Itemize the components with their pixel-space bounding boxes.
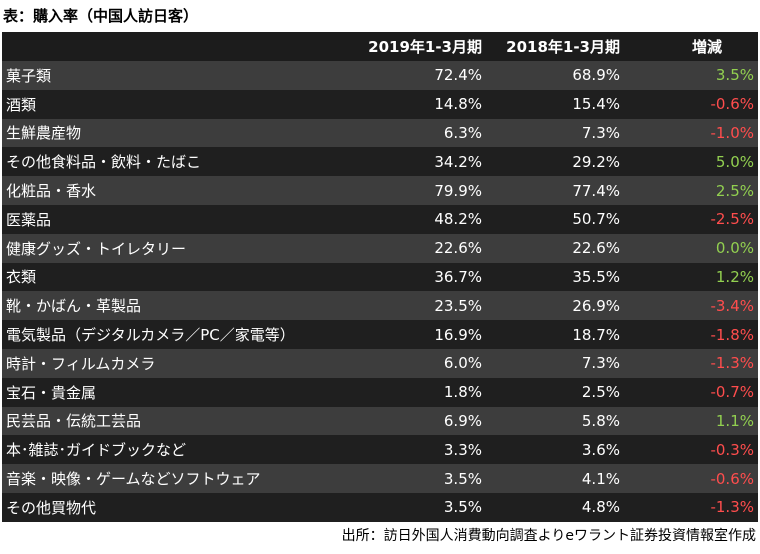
row-value-2018: 7.3% [581, 354, 620, 373]
row-value-2018: 4.1% [581, 469, 620, 488]
table-row: 生鮮農産物 6.3% 7.3% -1.0% [2, 118, 758, 148]
row-category: 酒類 [6, 95, 37, 114]
row-value-2019: 6.0% [443, 354, 482, 373]
table-row: 健康グッズ・トイレタリー 22.6% 22.6% 0.0% [2, 233, 758, 263]
row-diff: 1.1% [715, 411, 754, 430]
source-note: 出所：訪日外国人消費動向調査よりeワラント証券投資情報室作成 [341, 528, 756, 544]
row-diff: 2.5% [715, 181, 754, 200]
row-category: 宝石・貴金属 [6, 383, 97, 402]
row-diff: 1.2% [715, 267, 754, 286]
header-2018: 2018年1-3月期 [506, 38, 620, 56]
table-row: 音楽・映像・ゲームなどソフトウェア 3.5% 4.1% -0.6% [2, 464, 758, 493]
row-value-2019: 34.2% [434, 152, 482, 171]
row-value-2019: 6.9% [443, 411, 482, 430]
row-category: その他食料品・飲料・たばこ [6, 153, 202, 172]
row-value-2019: 16.9% [434, 325, 482, 344]
table-row: 酒類 14.8% 15.4% -0.6% [2, 89, 758, 119]
table-row: 本･雑誌･ガイドブックなど 3.3% 3.6% -0.3% [2, 435, 758, 465]
table-row: 化粧品・香水 79.9% 77.4% 2.5% [2, 176, 758, 205]
row-value-2018: 2.5% [581, 383, 620, 402]
table-header-row: 2019年1-3月期 2018年1-3月期 増減 [2, 32, 758, 61]
row-category: 民芸品・伝統工芸品 [6, 412, 142, 431]
table-row: 電気製品（デジタルカメラ／PC／家電等） 16.9% 18.7% -1.8% [2, 320, 758, 349]
table-row: その他買物代 3.5% 4.8% -1.3% [2, 492, 758, 522]
row-value-2019: 3.5% [443, 498, 482, 517]
row-value-2018: 50.7% [572, 210, 620, 229]
row-value-2018: 29.2% [572, 152, 620, 171]
row-category: 生鮮農産物 [6, 124, 82, 143]
header-2019: 2019年1-3月期 [368, 38, 482, 56]
row-category: 衣類 [6, 268, 37, 287]
row-diff: -1.3% [710, 354, 754, 373]
row-value-2018: 7.3% [581, 123, 620, 142]
table-row: 靴・かばん・革製品 23.5% 26.9% -3.4% [2, 291, 758, 321]
table-row: 衣類 36.7% 35.5% 1.2% [2, 262, 758, 292]
row-value-2018: 35.5% [572, 267, 620, 286]
row-diff: 0.0% [715, 239, 754, 258]
row-value-2018: 77.4% [572, 181, 620, 200]
row-category: 本･雑誌･ガイドブックなど [6, 441, 187, 460]
row-value-2018: 22.6% [572, 239, 620, 258]
row-diff: 5.0% [715, 152, 754, 171]
row-value-2019: 3.3% [443, 440, 482, 459]
row-value-2019: 22.6% [434, 239, 482, 258]
row-value-2019: 79.9% [434, 181, 482, 200]
row-value-2019: 48.2% [434, 210, 482, 229]
row-category: 音楽・映像・ゲームなどソフトウェア [6, 470, 261, 489]
row-value-2019: 1.8% [443, 383, 482, 402]
row-category: 医薬品 [6, 210, 52, 229]
purchase-rate-table: 2019年1-3月期 2018年1-3月期 増減 菓子類 72.4% 68.9% 3.… [2, 32, 758, 522]
row-value-2019: 23.5% [434, 296, 482, 315]
row-value-2019: 3.5% [443, 469, 482, 488]
row-value-2018: 4.8% [581, 498, 620, 517]
table-row: 菓子類 72.4% 68.9% 3.5% [2, 61, 758, 90]
row-value-2018: 68.9% [572, 66, 620, 85]
row-value-2019: 36.7% [434, 267, 482, 286]
row-category: 健康グッズ・トイレタリー [6, 239, 187, 258]
row-diff: -0.3% [710, 440, 754, 459]
table-row: 時計・フィルムカメラ 6.0% 7.3% -1.3% [2, 348, 758, 378]
row-diff: 3.5% [715, 66, 754, 85]
row-value-2019: 14.8% [434, 95, 482, 114]
table-body: 菓子類 72.4% 68.9% 3.5% 酒類 14.8% 15.4% -0.6% 生鮮農産物 6… [2, 61, 758, 522]
row-diff: -0.7% [710, 383, 754, 402]
row-diff: -1.8% [710, 325, 754, 344]
table-row: 医薬品 48.2% 50.7% -2.5% [2, 204, 758, 234]
row-value-2018: 5.8% [581, 411, 620, 430]
row-category: その他買物代 [6, 498, 97, 517]
row-diff: -0.6% [710, 95, 754, 114]
row-diff: -1.3% [710, 498, 754, 517]
row-category: 電気製品（デジタルカメラ／PC／家電等） [6, 326, 295, 345]
row-category: 菓子類 [6, 66, 52, 85]
row-diff: -0.6% [710, 469, 754, 488]
row-category: 化粧品・香水 [6, 182, 97, 201]
row-category: 靴・かばん・革製品 [6, 297, 142, 316]
row-value-2018: 3.6% [581, 440, 620, 459]
row-value-2019: 72.4% [434, 66, 482, 85]
row-value-2018: 26.9% [572, 296, 620, 315]
row-value-2019: 6.3% [443, 123, 482, 142]
table-row: 民芸品・伝統工芸品 6.9% 5.8% 1.1% [2, 406, 758, 436]
table-title: 表：購入率（中国人訪日客） [3, 7, 199, 25]
row-diff: -3.4% [710, 296, 754, 315]
row-value-2018: 15.4% [572, 95, 620, 114]
table-row: その他食料品・飲料・たばこ 34.2% 29.2% 5.0% [2, 147, 758, 177]
header-diff: 増減 [691, 38, 722, 56]
row-value-2018: 18.7% [572, 325, 620, 344]
row-diff: -2.5% [710, 210, 754, 229]
row-diff: -1.0% [710, 123, 754, 142]
table-row: 宝石・貴金属 1.8% 2.5% -0.7% [2, 377, 758, 407]
row-category: 時計・フィルムカメラ [6, 354, 156, 373]
